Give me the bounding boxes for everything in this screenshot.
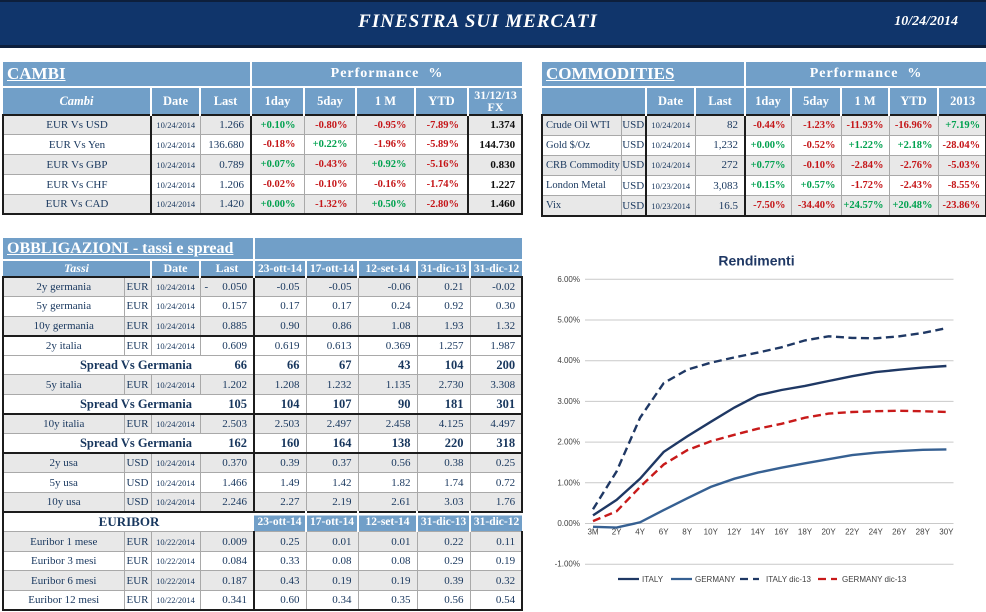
svg-text:6Y: 6Y	[659, 528, 669, 537]
svg-text:16Y: 16Y	[774, 528, 789, 537]
svg-text:4Y: 4Y	[635, 528, 645, 537]
svg-text:ITALY dic-13: ITALY dic-13	[766, 575, 811, 584]
svg-text:1.00%: 1.00%	[557, 478, 580, 487]
svg-text:14Y: 14Y	[751, 528, 766, 537]
svg-text:10Y: 10Y	[704, 528, 719, 537]
svg-text:12Y: 12Y	[727, 528, 742, 537]
svg-text:2.00%: 2.00%	[557, 438, 580, 447]
svg-text:GERMANY: GERMANY	[695, 575, 736, 584]
svg-text:0.00%: 0.00%	[557, 519, 580, 528]
svg-text:GERMANY dic-13: GERMANY dic-13	[842, 575, 907, 584]
svg-text:22Y: 22Y	[845, 528, 860, 537]
svg-text:26Y: 26Y	[892, 528, 907, 537]
svg-text:8Y: 8Y	[682, 528, 692, 537]
svg-text:18Y: 18Y	[798, 528, 813, 537]
svg-text:ITALY: ITALY	[642, 575, 664, 584]
svg-text:5.00%: 5.00%	[557, 316, 580, 325]
svg-text:30Y: 30Y	[939, 528, 954, 537]
svg-text:2Y: 2Y	[612, 528, 622, 537]
svg-text:-1.00%: -1.00%	[555, 560, 580, 569]
svg-text:20Y: 20Y	[821, 528, 836, 537]
svg-text:24Y: 24Y	[869, 528, 884, 537]
svg-text:3M: 3M	[587, 528, 598, 537]
svg-text:Rendimenti: Rendimenti	[718, 253, 794, 269]
svg-text:4.00%: 4.00%	[557, 356, 580, 365]
svg-text:3.00%: 3.00%	[557, 397, 580, 406]
svg-text:6.00%: 6.00%	[557, 275, 580, 284]
svg-text:28Y: 28Y	[916, 528, 931, 537]
